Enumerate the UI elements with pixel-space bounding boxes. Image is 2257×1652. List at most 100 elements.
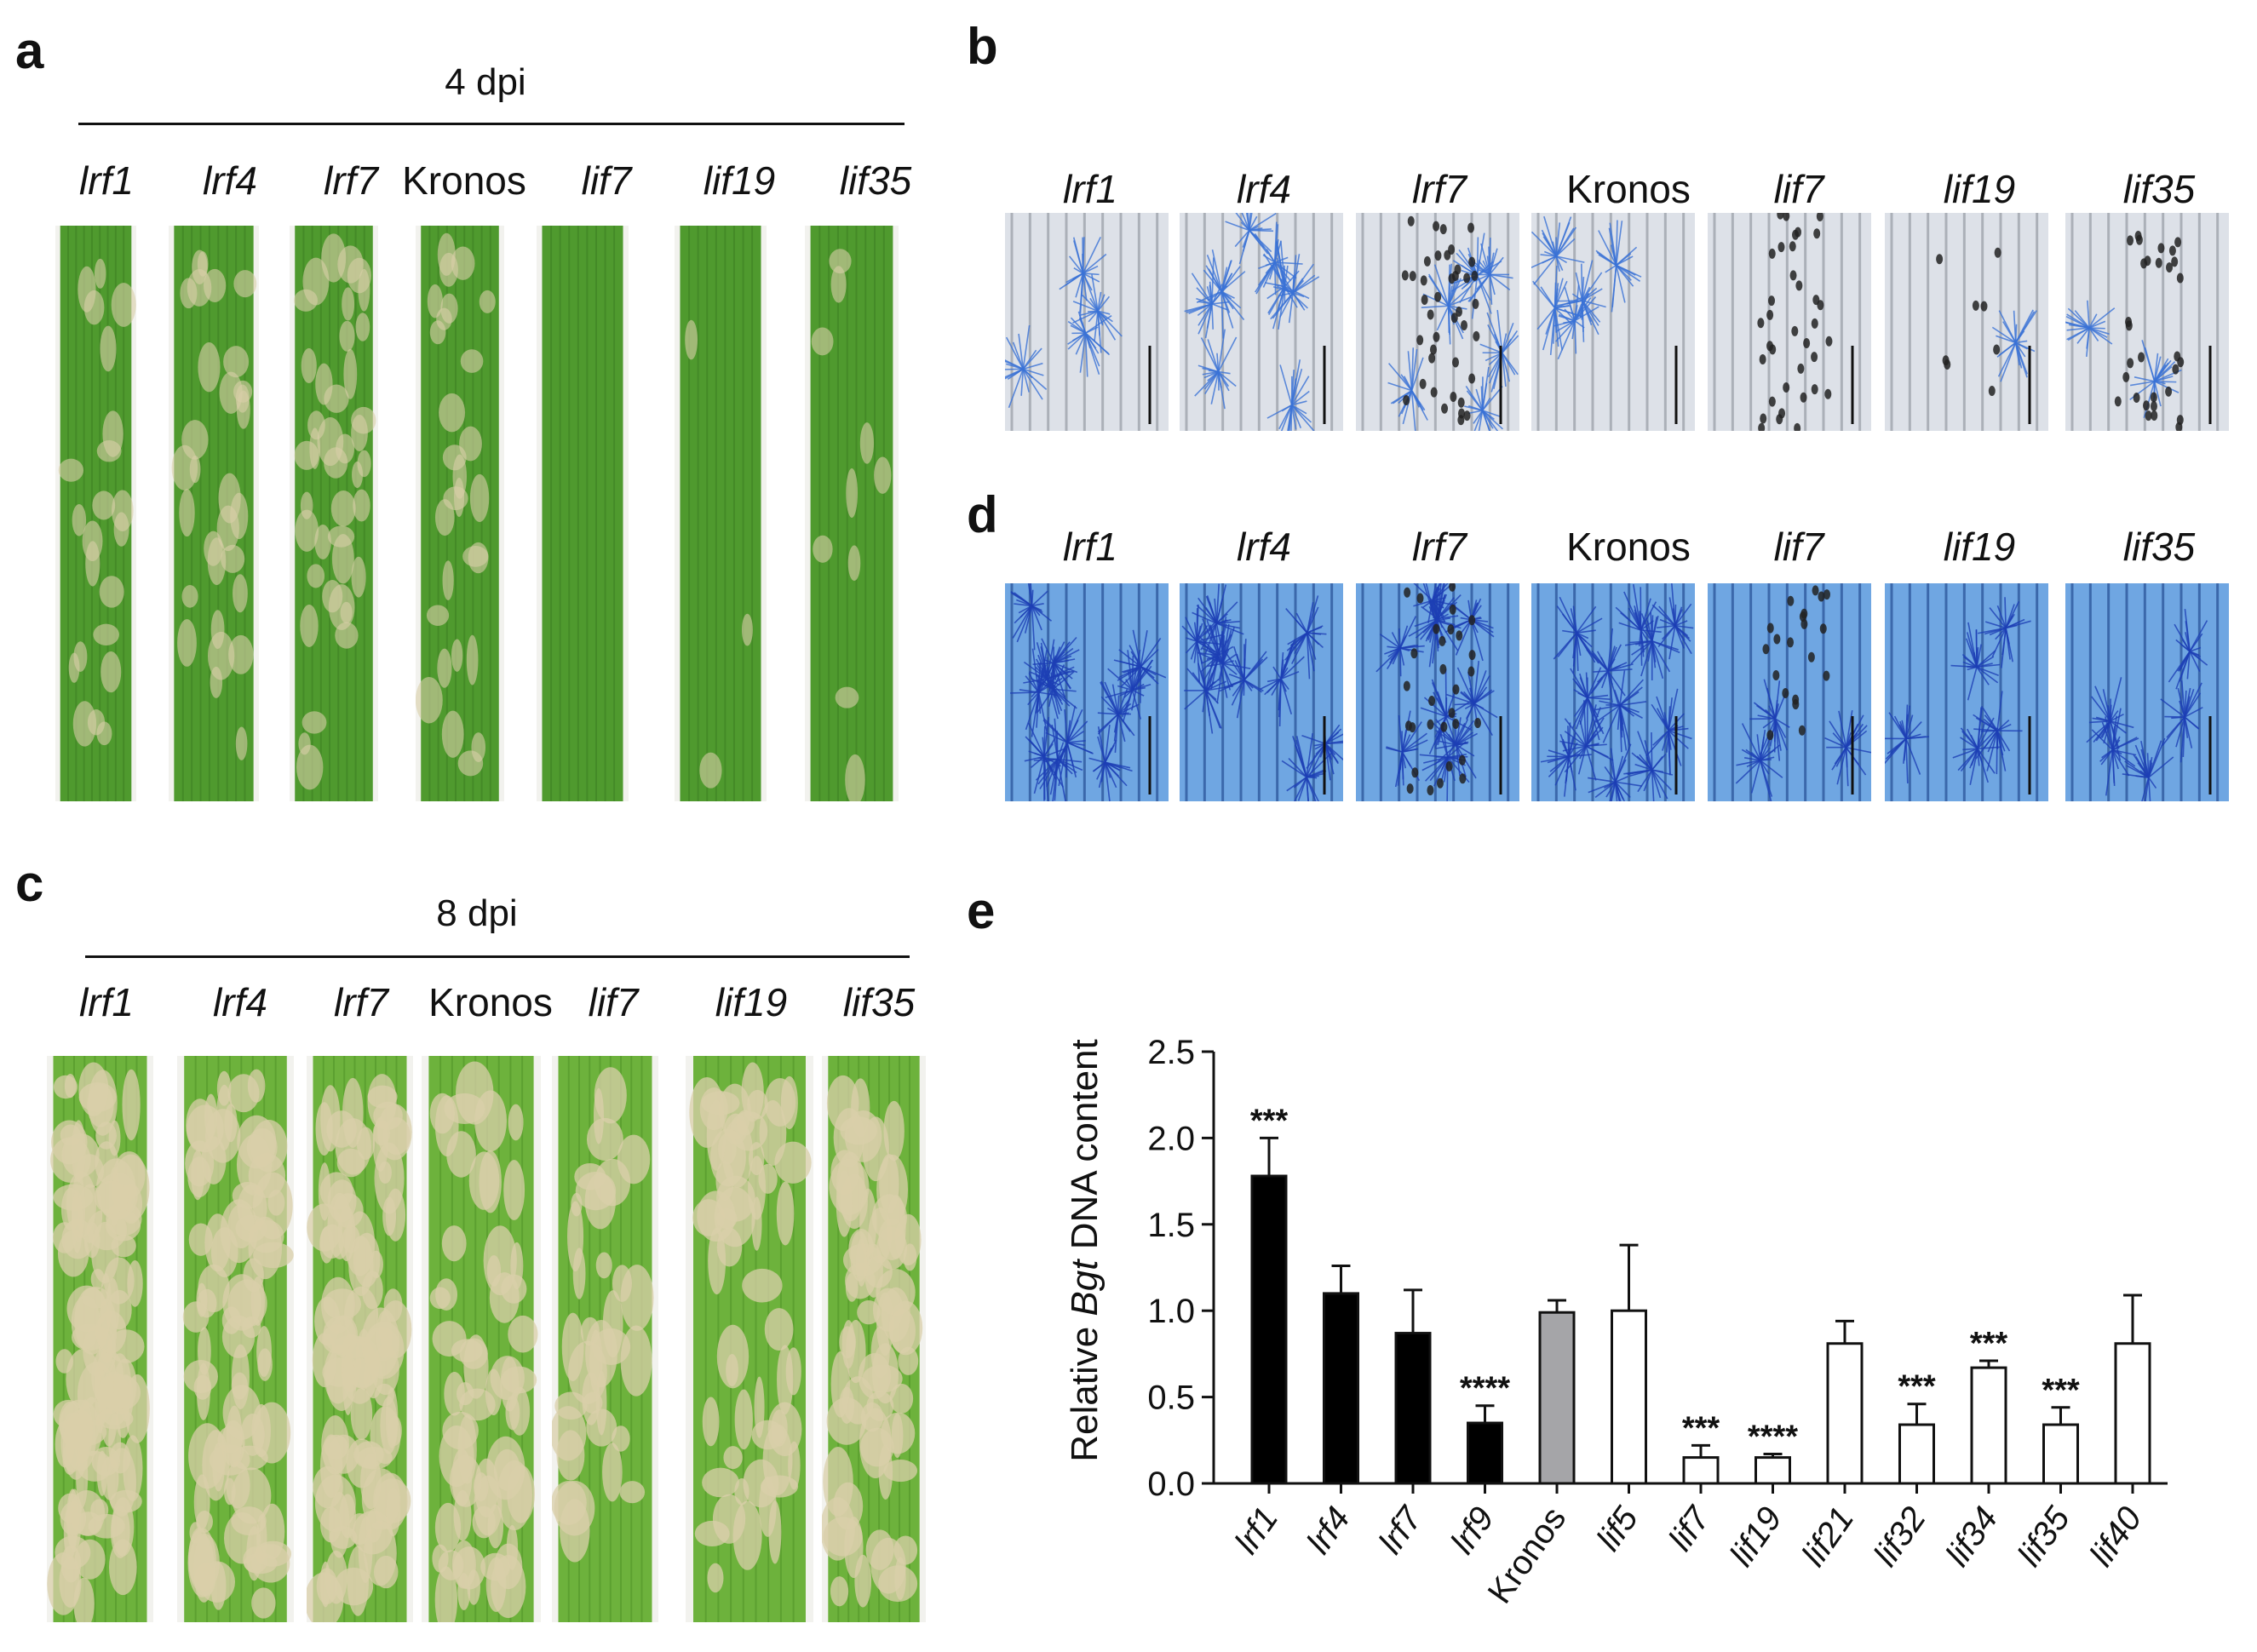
significance-lif19: **** bbox=[1748, 1420, 1798, 1455]
bar-kronos bbox=[1538, 1311, 1576, 1485]
y-tick-label: 1.0 bbox=[1147, 1293, 1195, 1330]
panel-a-label-lrf1: lrf1 bbox=[79, 158, 134, 203]
panel-a-label-lrf7: lrf7 bbox=[324, 158, 378, 203]
panel-b-micrograph-lrf1 bbox=[1005, 213, 1169, 431]
x-tick-label-lif21: lif21 bbox=[1795, 1500, 1861, 1573]
bar-lif40 bbox=[2114, 1342, 2151, 1485]
y-tick-label: 1.5 bbox=[1147, 1207, 1195, 1244]
panel-d-micrograph-lif19 bbox=[1885, 583, 2048, 801]
panel-b-micrograph-lif19 bbox=[1885, 213, 2048, 431]
x-tick-label-lif35: lif35 bbox=[2011, 1500, 2078, 1573]
significance-lif35: *** bbox=[2042, 1373, 2080, 1408]
panel-c-leaf-lrf7 bbox=[307, 1056, 413, 1622]
bar-lif19 bbox=[1754, 1456, 1791, 1485]
panel-label-c: c bbox=[15, 855, 44, 912]
bar-lif32 bbox=[1898, 1423, 1935, 1485]
significance-lif32: *** bbox=[1898, 1369, 1936, 1405]
panel-c-leaf-lif7 bbox=[552, 1056, 658, 1622]
panel-c-label-lif35: lif35 bbox=[842, 980, 916, 1024]
panel-c-label-lrf1: lrf1 bbox=[79, 980, 134, 1024]
significance-lif7: *** bbox=[1682, 1410, 1720, 1446]
panel-label-e: e bbox=[967, 882, 996, 939]
panel-a-leaf-lif7 bbox=[537, 226, 629, 801]
panel-d-label-lrf4: lrf4 bbox=[1237, 525, 1291, 569]
panel-b-micrograph-lif35 bbox=[2065, 213, 2229, 431]
panel-a-timepoint: 4 dpi bbox=[445, 61, 526, 103]
x-tick-label-lif32: lif32 bbox=[1867, 1500, 1933, 1573]
panel-c-leaf-lif19 bbox=[686, 1056, 813, 1622]
x-tick-label-lif5: lif5 bbox=[1589, 1500, 1645, 1557]
x-tick-label-lrf9: lrf9 bbox=[1444, 1500, 1502, 1561]
x-tick-label-lrf4: lrf4 bbox=[1300, 1500, 1358, 1561]
panel-c-leaf-lif35 bbox=[822, 1056, 926, 1622]
bar-lrf7 bbox=[1394, 1332, 1432, 1485]
y-tick-label: 0.0 bbox=[1147, 1466, 1195, 1503]
panel-a-leaf-kronos bbox=[416, 226, 504, 801]
panel-c-label-lif19: lif19 bbox=[715, 980, 788, 1024]
panel-c-label-lrf7: lrf7 bbox=[334, 980, 388, 1024]
y-tick-label: 2.0 bbox=[1147, 1120, 1195, 1157]
panel-c-timepoint: 8 dpi bbox=[436, 892, 518, 934]
panel-label-a: a bbox=[15, 22, 44, 79]
significance-lrf1: *** bbox=[1250, 1103, 1289, 1139]
panel-a-label-lif35: lif35 bbox=[839, 158, 912, 203]
panel-a-leaf-lrf4 bbox=[169, 226, 259, 801]
panel-a-label-lrf4: lrf4 bbox=[203, 158, 257, 203]
bar-lif21 bbox=[1826, 1342, 1864, 1485]
panel-c-label-kronos: Kronos bbox=[428, 980, 553, 1024]
panel-d-label-lif7: lif7 bbox=[1773, 525, 1824, 569]
bar-lif7 bbox=[1682, 1456, 1720, 1485]
panel-b-label-lif19: lif19 bbox=[1943, 167, 2016, 211]
y-tick-label: 0.5 bbox=[1147, 1380, 1195, 1417]
bar-lif35 bbox=[2042, 1423, 2079, 1485]
panel-d-micrograph-lrf1 bbox=[1005, 583, 1169, 801]
panel-b-label-lif35: lif35 bbox=[2122, 167, 2196, 211]
panel-d-micrograph-lif35 bbox=[2065, 583, 2229, 801]
panel-b-label-lrf7: lrf7 bbox=[1412, 167, 1467, 211]
panel-label-d: d bbox=[967, 486, 998, 543]
panel-d-label-lif19: lif19 bbox=[1943, 525, 2016, 569]
bar-lrf9 bbox=[1467, 1421, 1503, 1485]
panel-c-leaf-lrf4 bbox=[177, 1056, 294, 1622]
panel-b-label-lif7: lif7 bbox=[1773, 167, 1824, 211]
panel-d-label-lrf7: lrf7 bbox=[1412, 525, 1467, 569]
x-tick-label-kronos: Kronos bbox=[1481, 1500, 1574, 1610]
panel-a-label-lif19: lif19 bbox=[703, 158, 776, 203]
panel-a-leaf-lif19 bbox=[675, 226, 767, 801]
panel-d-micrograph-lrf4 bbox=[1180, 583, 1343, 801]
panel-c-divider bbox=[85, 955, 910, 958]
x-tick-label-lif40: lif40 bbox=[2082, 1500, 2149, 1573]
panel-b-micrograph-lrf7 bbox=[1356, 213, 1519, 431]
panel-c-label-lrf4: lrf4 bbox=[213, 980, 267, 1024]
panel-a-leaf-lrf1 bbox=[55, 226, 136, 801]
panel-c-label-lif7: lif7 bbox=[588, 980, 639, 1024]
panel-a-label-kronos: Kronos bbox=[402, 158, 526, 203]
x-tick-label-lif34: lif34 bbox=[1938, 1500, 2005, 1573]
panel-b-micrograph-lrf4 bbox=[1180, 213, 1343, 431]
significance-lif34: *** bbox=[1970, 1326, 2008, 1362]
bar-lrf4 bbox=[1323, 1292, 1359, 1485]
panel-b-label-lrf1: lrf1 bbox=[1063, 167, 1117, 211]
panel-a-divider bbox=[78, 123, 905, 125]
panel-d-micrograph-kronos bbox=[1531, 583, 1695, 801]
panel-d-label-kronos: Kronos bbox=[1566, 525, 1691, 569]
x-tick-label-lrf7: lrf7 bbox=[1371, 1499, 1430, 1560]
panel-a-label-lif7: lif7 bbox=[581, 158, 632, 203]
panel-b-label-lrf4: lrf4 bbox=[1237, 167, 1291, 211]
x-tick-label-lif19: lif19 bbox=[1723, 1500, 1789, 1573]
panel-d-micrograph-lrf7 bbox=[1356, 583, 1519, 801]
panel-b-micrograph-kronos bbox=[1531, 213, 1695, 431]
panel-d-label-lif35: lif35 bbox=[2122, 525, 2196, 569]
panel-d-micrograph-lif7 bbox=[1708, 583, 1871, 801]
panel-d-label-lrf1: lrf1 bbox=[1063, 525, 1117, 569]
panel-label-b: b bbox=[967, 18, 998, 75]
panel-a-leaf-lif35 bbox=[805, 226, 899, 801]
panel-c-leaf-kronos bbox=[422, 1056, 541, 1622]
bar-lif34 bbox=[1970, 1366, 2007, 1485]
significance-lrf9: **** bbox=[1460, 1371, 1510, 1407]
y-axis-label: Relative Bgt DNA content bbox=[1064, 1039, 1106, 1462]
x-tick-label-lrf1: lrf1 bbox=[1227, 1500, 1285, 1561]
panel-b-micrograph-lif7 bbox=[1708, 213, 1871, 431]
panel-a-leaf-lrf7 bbox=[290, 226, 378, 801]
bgt-dna-content-bar-chart: 0.0 0.5 1.0 1.5 2.0 2.5 Relative Bgt DNA conte… bbox=[1064, 1034, 2168, 1610]
